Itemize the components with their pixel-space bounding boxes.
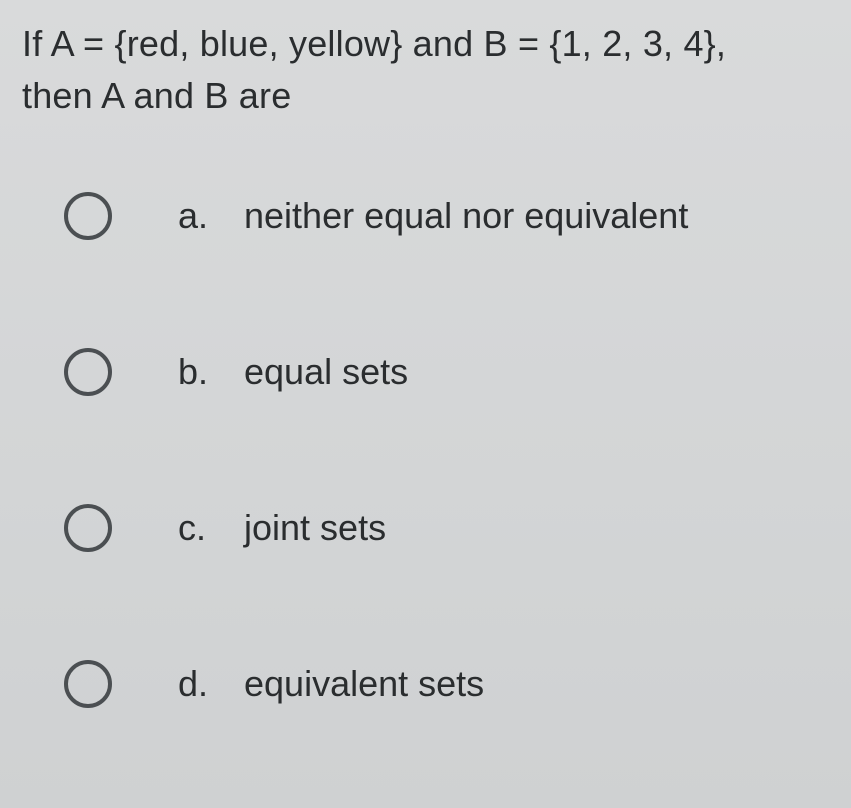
question-line-2: then A and B are <box>22 75 291 116</box>
radio-icon[interactable] <box>64 504 112 552</box>
option-label: joint sets <box>244 507 386 549</box>
option-text: a. neither equal nor equivalent <box>178 195 688 237</box>
option-text: d. equivalent sets <box>178 663 484 705</box>
question-text: If A = {red, blue, yellow} and B = {1, 2… <box>22 18 841 122</box>
option-label: neither equal nor equivalent <box>244 195 688 237</box>
option-text: c. joint sets <box>178 507 386 549</box>
option-letter: a. <box>178 195 226 237</box>
option-a[interactable]: a. neither equal nor equivalent <box>64 192 841 240</box>
option-d[interactable]: d. equivalent sets <box>64 660 841 708</box>
radio-icon[interactable] <box>64 192 112 240</box>
radio-icon[interactable] <box>64 348 112 396</box>
option-letter: b. <box>178 351 226 393</box>
option-c[interactable]: c. joint sets <box>64 504 841 552</box>
question-page: If A = {red, blue, yellow} and B = {1, 2… <box>0 0 851 808</box>
option-letter: c. <box>178 507 226 549</box>
option-label: equal sets <box>244 351 408 393</box>
question-line-1: If A = {red, blue, yellow} and B = {1, 2… <box>22 23 726 64</box>
option-letter: d. <box>178 663 226 705</box>
option-label: equivalent sets <box>244 663 484 705</box>
radio-icon[interactable] <box>64 660 112 708</box>
options-list: a. neither equal nor equivalent b. equal… <box>22 192 841 708</box>
option-text: b. equal sets <box>178 351 408 393</box>
option-b[interactable]: b. equal sets <box>64 348 841 396</box>
